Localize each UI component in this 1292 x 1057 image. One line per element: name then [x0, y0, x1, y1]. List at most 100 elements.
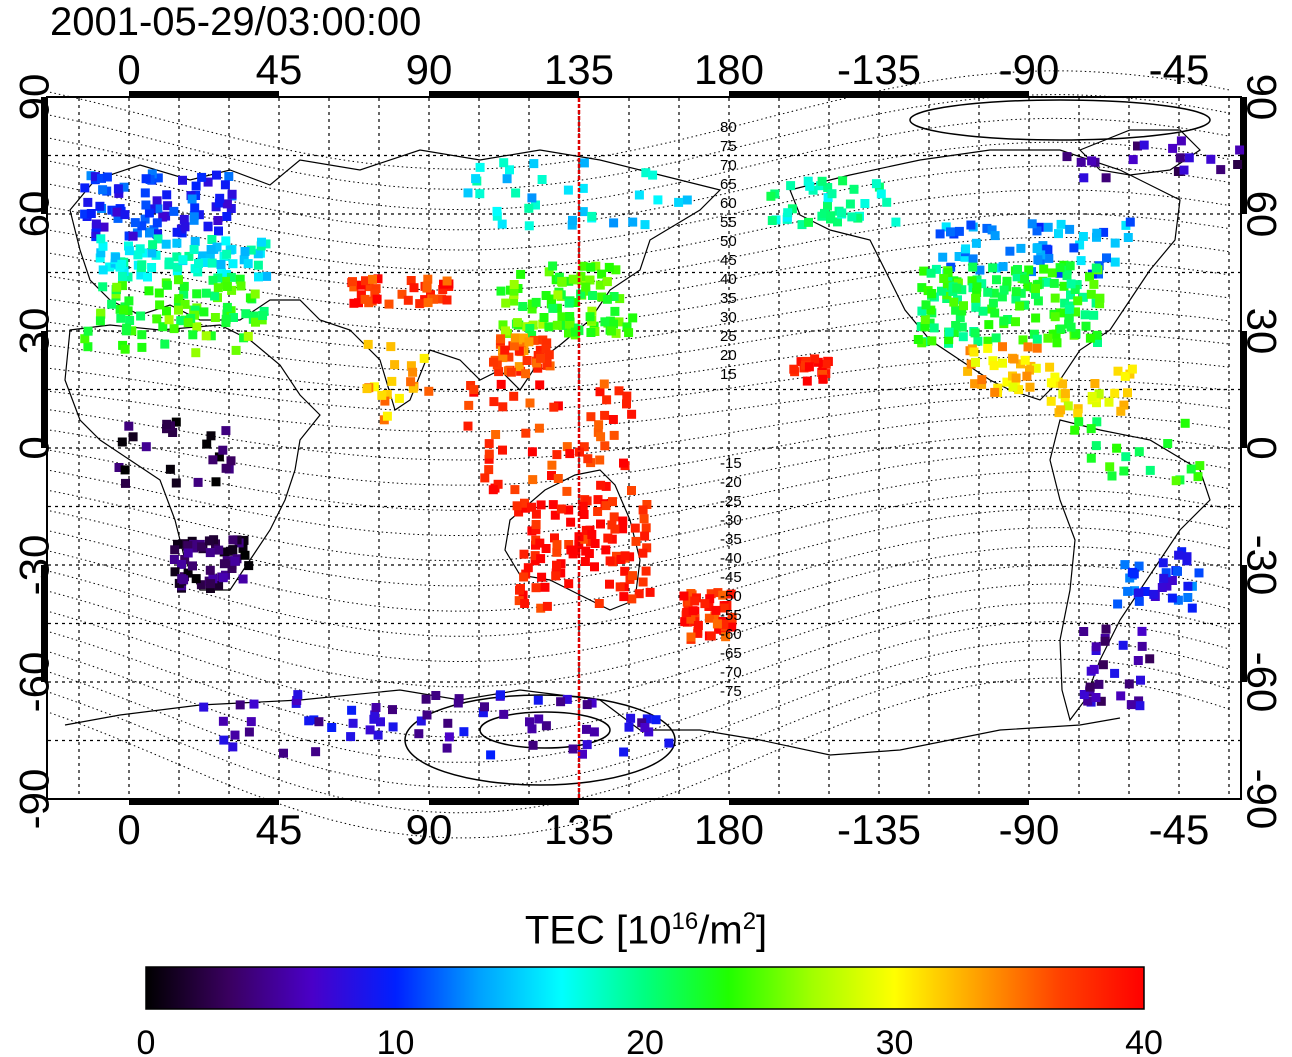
mlat-label-north: 60: [720, 195, 737, 212]
frame-strip-top-right: [729, 91, 1029, 97]
tec-observation: [938, 252, 948, 262]
tec-observation: [228, 259, 238, 269]
tec-observation: [719, 603, 729, 613]
tec-observation: [1056, 405, 1066, 415]
tec-observation: [105, 262, 115, 272]
tec-observation: [206, 584, 215, 593]
tec-observation: [160, 339, 170, 349]
tec-observation: [226, 272, 236, 282]
tec-observation: [214, 452, 224, 462]
tec-observation: [604, 262, 614, 272]
tec-observation: [201, 288, 211, 298]
tec-observation: [525, 398, 535, 408]
tec-observation: [1008, 382, 1018, 392]
lat-tick-label-left: 0: [11, 436, 58, 459]
tec-observation: [221, 276, 230, 286]
tec-observation: [370, 288, 380, 298]
tec-observation: [690, 596, 700, 606]
tec-observation: [240, 550, 250, 560]
tec-observation: [1071, 329, 1081, 339]
tec-observation: [198, 251, 207, 261]
lat-tick-label-left: -60: [11, 652, 58, 713]
tec-observation: [540, 582, 550, 592]
tec-observation: [117, 259, 127, 269]
mlat-label-north: 65: [720, 176, 737, 193]
tec-observation: [810, 354, 820, 364]
frame-strip-top-left: [129, 91, 279, 97]
tec-observation: [1123, 388, 1132, 398]
tec-observation: [1102, 253, 1111, 263]
tec-observation: [250, 289, 260, 299]
tec-observation: [609, 319, 618, 329]
tec-observation: [705, 594, 715, 604]
tec-observation: [1175, 153, 1185, 163]
tec-observation: [96, 248, 106, 258]
tec-observation: [386, 342, 396, 352]
tec-observation: [601, 501, 611, 511]
tec-observation: [311, 747, 321, 757]
tec-observation: [403, 295, 413, 305]
tec-observation: [838, 176, 848, 186]
tec-observation: [527, 447, 537, 457]
tec-observation: [1071, 307, 1080, 317]
tec-observation: [200, 258, 210, 267]
tec-observation: [422, 710, 432, 720]
tec-observation: [1149, 589, 1159, 599]
tec-observation: [179, 289, 189, 299]
tec-observation: [424, 386, 434, 396]
tec-observation: [179, 281, 189, 291]
tec-observation: [506, 367, 516, 377]
tec-observation: [1059, 281, 1069, 291]
tec-observation: [519, 549, 529, 559]
tec-observation: [596, 480, 606, 490]
tec-observation: [614, 386, 624, 396]
tec-observation: [566, 517, 576, 527]
tec-observation: [1176, 136, 1186, 146]
tec-observation: [642, 714, 652, 724]
tec-observation: [926, 305, 936, 315]
tec-observation: [203, 221, 213, 231]
tec-observation: [372, 294, 382, 304]
tec-observation: [1133, 141, 1142, 151]
tec-observation: [180, 555, 190, 564]
tec-observation: [102, 172, 112, 182]
tec-observation: [680, 617, 690, 627]
tec-observation: [113, 184, 123, 194]
tec-observation: [586, 262, 596, 272]
tec-observation: [1186, 464, 1196, 474]
tec-observation: [371, 703, 381, 712]
tec-observation: [510, 333, 520, 343]
tec-observation: [158, 212, 168, 222]
tec-observation: [978, 306, 988, 316]
tec-observation: [212, 242, 222, 252]
colorbar-tick-label: 40: [1125, 1024, 1163, 1057]
tec-observation: [144, 286, 154, 296]
tec-region-south-china: [489, 333, 555, 379]
tec-observation: [184, 251, 194, 261]
tec-observation: [528, 475, 538, 485]
tec-observation: [498, 353, 508, 363]
tec-observation: [136, 267, 146, 277]
tec-observation: [443, 718, 453, 728]
tec-observation: [823, 183, 833, 192]
tec-observation: [123, 272, 133, 282]
tec-observation: [153, 234, 163, 244]
tec-observation: [183, 568, 193, 578]
tec-observation: [1070, 285, 1080, 294]
tec-observation: [373, 730, 383, 740]
tec-observation: [99, 222, 109, 232]
tec-observation: [638, 505, 648, 515]
tec-observation: [408, 367, 418, 377]
tec-observation: [714, 624, 724, 634]
tec-observation: [491, 430, 501, 439]
tec-observation: [990, 387, 1000, 397]
tec-observation: [397, 289, 407, 299]
tec-observation: [595, 387, 605, 397]
tec-observation: [147, 263, 157, 272]
tec-observation: [524, 203, 534, 213]
tec-observation: [199, 702, 209, 712]
tec-observation: [871, 179, 881, 189]
tec-observation: [496, 286, 506, 296]
tec-observation: [608, 497, 617, 507]
tec-observation: [971, 357, 980, 367]
